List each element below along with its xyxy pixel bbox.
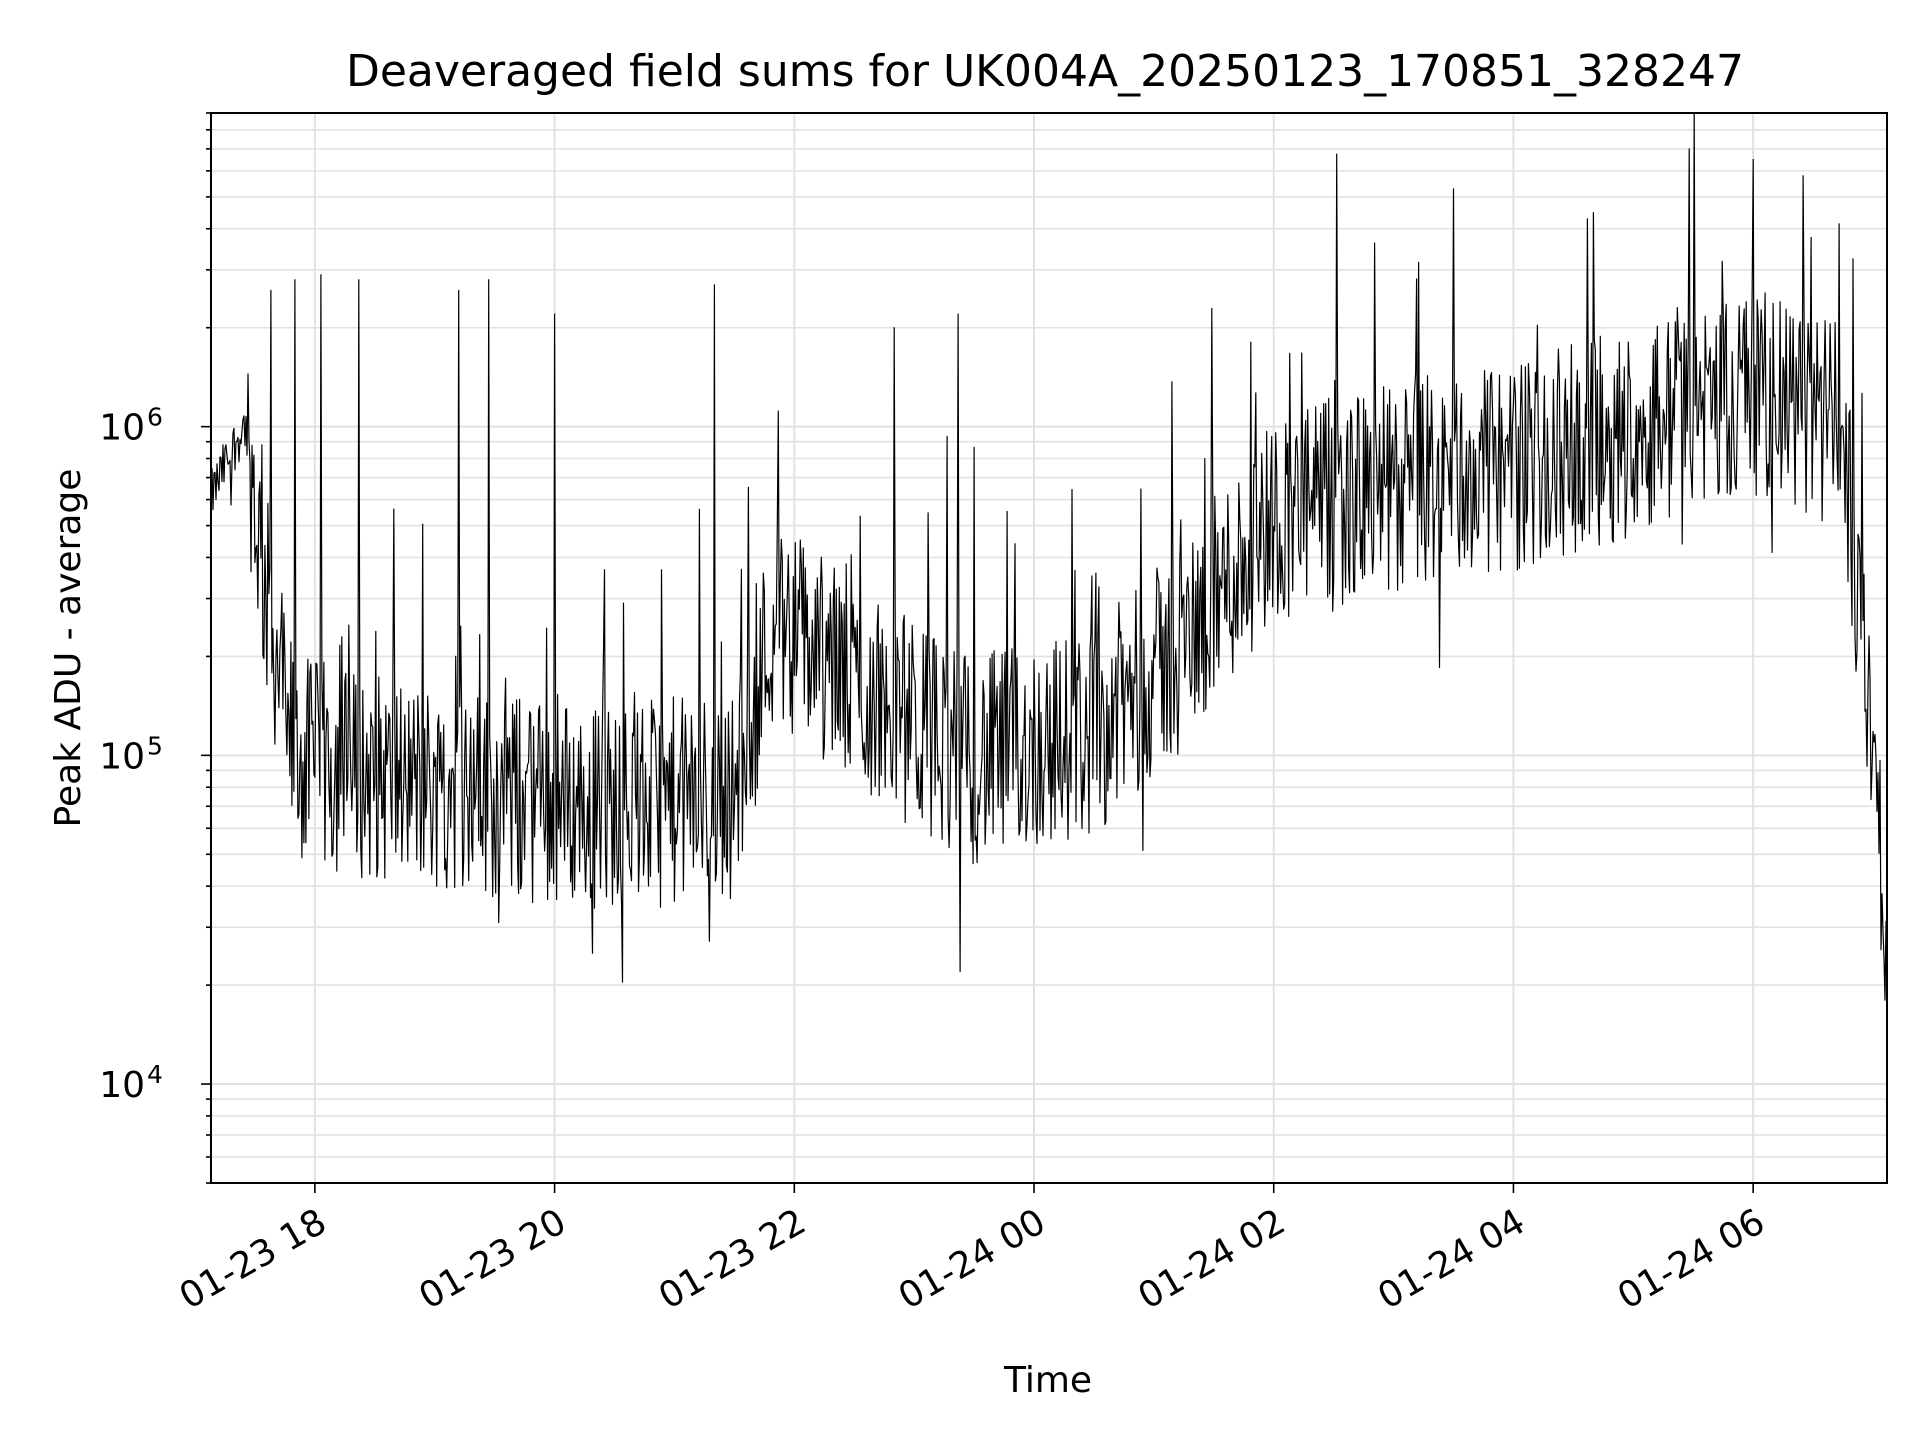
x-tick-label: 01-24 00 xyxy=(892,1201,1053,1317)
plot-frame xyxy=(210,112,1888,1184)
x-axis: 01-23 18 01-23 20 01-23 22 01-24 00 01-24 02… xyxy=(173,1183,1772,1318)
y-tick-exponent: 6 xyxy=(147,403,163,432)
x-tick-label: 01-24 02 xyxy=(1132,1201,1293,1317)
x-tick-label: 01-24 06 xyxy=(1611,1201,1772,1317)
y-tick-label: 10 xyxy=(99,736,145,777)
x-tick-label: 01-23 18 xyxy=(173,1201,334,1317)
y-axis-label: Peak ADU - average xyxy=(48,469,89,828)
x-tick-label: 01-23 20 xyxy=(412,1201,573,1317)
y-tick-label: 10 xyxy=(99,1065,145,1106)
chart-title: Deaveraged field sums for UK004A_2025012… xyxy=(346,46,1744,97)
x-axis-label: Time xyxy=(1003,1360,1092,1401)
y-tick-exponent: 5 xyxy=(147,731,163,760)
series-line xyxy=(211,113,1887,1001)
x-tick-label: 01-24 04 xyxy=(1371,1201,1532,1317)
grid xyxy=(211,112,1887,1184)
y-tick-label: 10 xyxy=(99,408,145,449)
y-tick-exponent: 4 xyxy=(147,1060,163,1089)
x-tick-label: 01-23 22 xyxy=(652,1201,813,1317)
